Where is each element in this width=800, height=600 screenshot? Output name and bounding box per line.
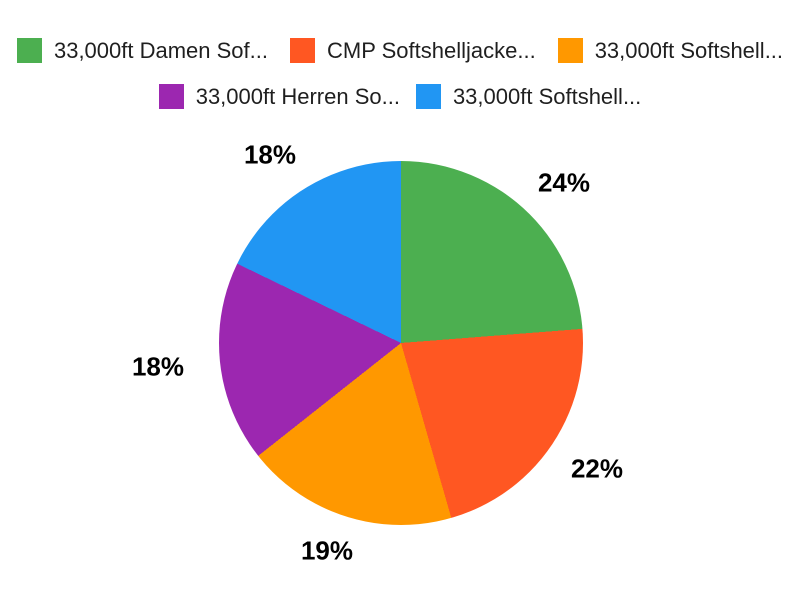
legend-label: CMP Softshelljacke...	[327, 38, 536, 63]
legend-swatch-orange	[557, 38, 583, 63]
legend-item-damen-softshell[interactable]: 33,000ft Damen Sof...	[16, 38, 268, 63]
slice-label-green-24: 24%	[537, 167, 591, 198]
legend-row-1: 33,000ft Damen Sof... CMP Softshelljacke…	[0, 38, 800, 63]
legend-label: 33,000ft Herren So...	[195, 84, 400, 109]
legend-label: 33,000ft Softshell...	[594, 38, 784, 63]
chart-legend: 33,000ft Damen Sof... CMP Softshelljacke…	[0, 38, 800, 130]
legend-swatch-purple	[158, 84, 184, 109]
legend-row-2: 33,000ft Herren So... 33,000ft Softshell…	[0, 84, 800, 109]
legend-swatch-green	[16, 38, 42, 63]
slice-label-blue-18: 18%	[243, 139, 297, 170]
legend-item-cmp-softshelljacke[interactable]: CMP Softshelljacke...	[290, 38, 536, 63]
slice-label-orange-19: 19%	[300, 535, 354, 566]
pie-chart[interactable]	[219, 161, 583, 525]
legend-item-herren-softshell[interactable]: 33,000ft Herren So...	[158, 84, 400, 109]
slice-label-purple-18: 18%	[131, 351, 185, 382]
legend-label: 33,000ft Damen Sof...	[53, 38, 268, 63]
slice-label-red-22: 22%	[570, 453, 624, 484]
legend-label: 33,000ft Softshell...	[452, 84, 642, 109]
legend-swatch-red	[290, 38, 315, 63]
legend-item-softshell-blue[interactable]: 33,000ft Softshell...	[415, 84, 642, 109]
legend-item-softshell-orange[interactable]: 33,000ft Softshell...	[557, 38, 784, 63]
legend-swatch-blue	[415, 84, 441, 109]
